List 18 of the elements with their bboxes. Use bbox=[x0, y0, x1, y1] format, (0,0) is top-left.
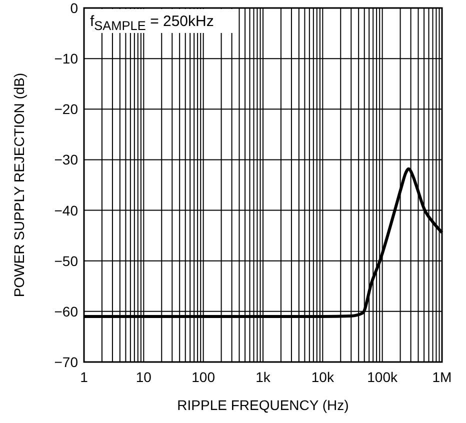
y-tick-label: −70 bbox=[54, 354, 78, 370]
x-axis-title: RIPPLE FREQUENCY (Hz) bbox=[177, 397, 349, 413]
x-tick-label: 1M bbox=[432, 369, 452, 385]
x-tick-label: 1k bbox=[256, 369, 272, 385]
y-tick-label: −40 bbox=[54, 202, 78, 218]
y-axis-title: POWER SUPPLY REJECTION (dB) bbox=[11, 72, 27, 298]
y-tick-label: −50 bbox=[54, 252, 78, 269]
y-tick-label: 0 bbox=[70, 0, 78, 16]
x-tick-label: 100k bbox=[367, 369, 399, 385]
x-tick-label: 10k bbox=[311, 369, 335, 385]
y-tick-label: −60 bbox=[54, 303, 78, 320]
y-tick-label: −30 bbox=[54, 152, 78, 168]
y-tick-label: −20 bbox=[54, 101, 78, 118]
x-tick-label: 100 bbox=[192, 369, 216, 385]
x-tick-label: 1 bbox=[80, 369, 88, 385]
y-tick-label: −10 bbox=[54, 50, 78, 67]
annotation: f$_{SAMPLE}$ = 250kHz bbox=[90, 13, 214, 33]
x-tick-label: 10 bbox=[136, 369, 152, 385]
